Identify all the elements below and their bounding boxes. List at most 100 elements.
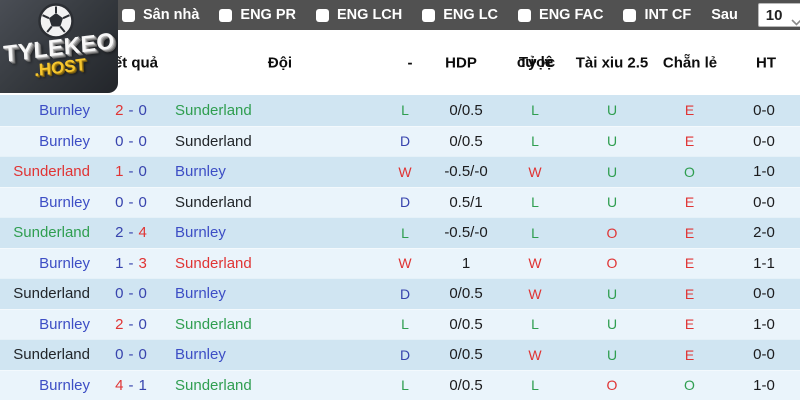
table-row[interactable]: Burnley 0-0 Sunderland D 0/0.5 L U E 0-0 [0, 125, 800, 156]
result-letter: D [399, 346, 411, 363]
score-dash: - [128, 193, 134, 211]
score: 0-0 [115, 285, 147, 303]
score: 0-0 [115, 193, 147, 211]
home-team: Burnley [39, 254, 90, 272]
checkbox-icon[interactable] [623, 8, 637, 22]
home-team: Burnley [39, 101, 90, 119]
score: 0-0 [115, 132, 147, 150]
home-team: Sunderland [13, 224, 90, 242]
over-under-letter: U [606, 285, 618, 302]
score: 2-0 [115, 315, 147, 333]
over-under-letter: U [606, 163, 618, 180]
home-team: Burnley [39, 132, 90, 150]
over-under-letter: U [606, 102, 618, 119]
odds-letter: L [531, 316, 539, 333]
result-letter: W [398, 255, 412, 272]
site-logo[interactable]: TYLEKEO .HOST [0, 0, 118, 93]
odds-letter: W [528, 163, 542, 180]
table-row[interactable]: Sunderland 2-4 Burnley L -0.5/-0 L O E 2… [0, 217, 800, 248]
away-team: Burnley [175, 224, 226, 242]
table-row[interactable]: Burnley 4-1 Sunderland L 0/0.5 L O O 1-0 [0, 369, 800, 400]
ht-score: 0-0 [753, 193, 775, 211]
result-letter: W [398, 163, 412, 180]
hdp-value: 0/0.5 [449, 346, 483, 364]
home-team: Sunderland [13, 163, 90, 181]
away-team: Burnley [175, 285, 226, 303]
odds-letter: W [528, 285, 542, 302]
header-ht: HT [756, 54, 776, 71]
over-under-letter: U [606, 133, 618, 150]
score-dash: - [128, 163, 134, 181]
chevron-down-icon [791, 13, 800, 30]
home-team: Burnley [39, 193, 90, 211]
table-row[interactable]: Sunderland 0-0 Burnley D 0/0.5 W U E 0-0 [0, 339, 800, 370]
away-team: Sunderland [175, 254, 252, 272]
header-dash: - [407, 54, 413, 71]
filter-label: ENG LC [443, 7, 499, 23]
hdp-value: 1 [461, 254, 471, 272]
table-row[interactable]: Sunderland 1-0 Burnley W -0.5/-0 W U O 1… [0, 156, 800, 187]
over-under-letter: O [606, 255, 618, 272]
filter-eng-lch[interactable]: ENG LCH [316, 7, 402, 23]
filter-san-nha[interactable]: Sân nhà [122, 7, 199, 23]
checkbox-icon[interactable] [422, 8, 436, 22]
filter-eng-fac[interactable]: ENG FAC [518, 7, 603, 23]
over-under-letter: U [606, 194, 618, 211]
away-team: Burnley [175, 163, 226, 181]
table-row[interactable]: Burnley 1-3 Sunderland W 1 W O E 1-1 [0, 247, 800, 278]
hdp-value: -0.5/-0 [444, 224, 488, 242]
rows-count-select[interactable]: 10 [757, 3, 800, 30]
score-dash: - [128, 285, 134, 303]
hdp-value: 0/0.5 [449, 101, 483, 119]
odd-even-letter: E [684, 102, 695, 119]
header-over-under: Tài xiu 2.5 [575, 54, 649, 71]
result-letter: D [399, 194, 411, 211]
soccer-ball-icon [33, 2, 79, 45]
over-under-letter: O [606, 224, 618, 241]
score-dash: - [128, 346, 134, 364]
table-row[interactable]: Sunderland 0-0 Burnley D 0/0.5 W U E 0-0 [0, 278, 800, 309]
filter-int-cf[interactable]: INT CF [623, 7, 691, 23]
checkbox-icon[interactable] [518, 8, 532, 22]
checkbox-icon[interactable] [122, 8, 135, 22]
table-row[interactable]: Burnley 2-0 Sunderland L 0/0.5 L U E 1-0 [0, 308, 800, 339]
header-hdp: HDP [445, 54, 477, 71]
odd-even-letter: E [684, 285, 695, 302]
home-team: Sunderland [13, 285, 90, 303]
score-dash: - [128, 224, 134, 242]
score: 2-4 [115, 224, 147, 242]
odds-letter: L [531, 377, 539, 394]
checkbox-icon[interactable] [316, 8, 329, 22]
score-dash: - [128, 315, 134, 333]
ht-score: 1-0 [753, 315, 775, 333]
result-letter: L [401, 102, 409, 119]
hdp-value: 0/0.5 [449, 376, 483, 394]
odds-letter: W [528, 255, 542, 272]
away-team: Sunderland [175, 132, 252, 150]
table-header: Kết quả Đội - HDP Tỷ lệ cược Tài xiu 2.5 … [0, 30, 800, 95]
odds-letter: L [531, 224, 539, 241]
home-team: Burnley [39, 315, 90, 333]
ht-score: 1-0 [753, 163, 775, 181]
result-letter: D [399, 285, 411, 302]
away-team: Sunderland [175, 101, 252, 119]
checkbox-icon[interactable] [219, 8, 233, 22]
header-team: Đội [267, 54, 293, 71]
odd-even-letter: O [684, 377, 695, 394]
filter-label: ENG PR [240, 7, 296, 23]
away-team: Sunderland [175, 315, 252, 333]
away-team: Sunderland [175, 193, 252, 211]
result-letter: L [401, 224, 409, 241]
filter-eng-pr[interactable]: ENG PR [219, 7, 296, 23]
odds-letter: W [528, 346, 542, 363]
result-letter: D [399, 133, 411, 150]
table-row[interactable]: Burnley 2-0 Sunderland L 0/0.5 L U E 0-0 [0, 95, 800, 126]
table-row[interactable]: Burnley 0-0 Sunderland D 0.5/1 L U E 0-0 [0, 186, 800, 217]
last-n-label: Sau [711, 7, 738, 23]
ht-score: 1-0 [753, 376, 775, 394]
odds-letter: L [531, 133, 539, 150]
hdp-value: 0/0.5 [449, 285, 483, 303]
hdp-value: 0/0.5 [449, 315, 483, 333]
filter-eng-lc[interactable]: ENG LC [422, 7, 498, 23]
